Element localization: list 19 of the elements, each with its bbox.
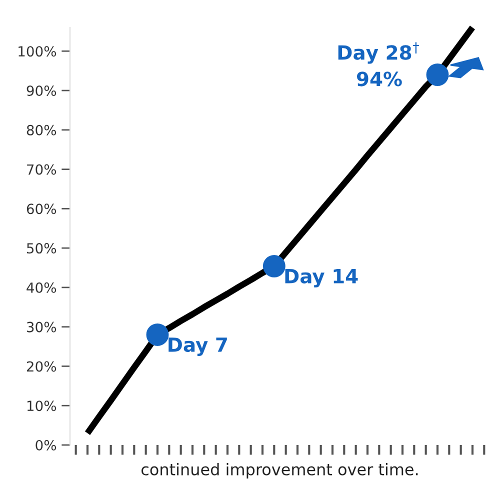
point (262, 254, 286, 278)
y-tick-label: 80% (26, 124, 56, 136)
annotation: Day 14 (285, 269, 358, 288)
y-tick-label: 10% (27, 400, 56, 412)
x-axis-title: continued improvement over time. (142, 463, 418, 479)
point (146, 323, 169, 346)
y-tick-label: 90% (26, 85, 56, 96)
y-tick-label: 70% (27, 164, 56, 175)
y-tick-label: 50% (27, 243, 56, 254)
y-tick-label: 60% (26, 204, 56, 214)
y-tick-label: 30% (26, 322, 56, 332)
annotation: Day 28$^{†}$ (338, 42, 419, 64)
annotation: Day 7 (168, 338, 227, 356)
y-tick-label: 40% (26, 282, 56, 293)
y-tick-label: 0% (36, 440, 56, 450)
y-tick-label: 100% (18, 46, 56, 57)
y-tick-label: 20% (26, 361, 56, 372)
data-label: 94% (356, 72, 402, 86)
point (426, 64, 449, 86)
